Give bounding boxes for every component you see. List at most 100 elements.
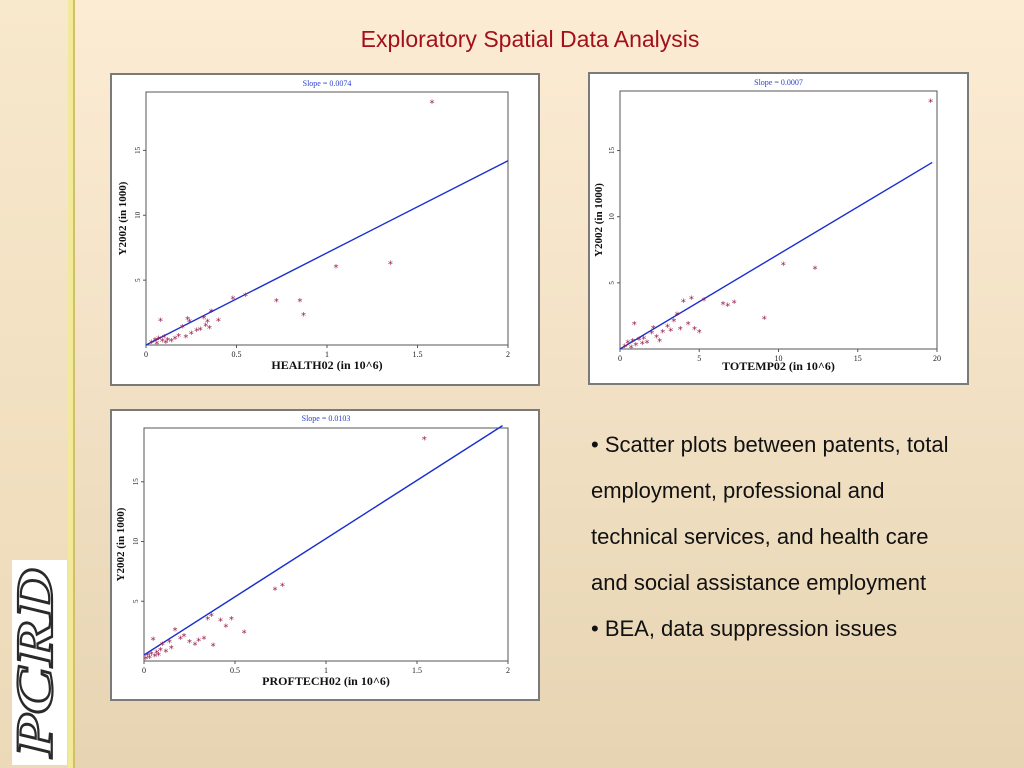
regression-line: [619, 161, 933, 350]
data-point: *: [660, 328, 665, 339]
data-point: *: [671, 317, 676, 328]
data-point: *: [668, 326, 673, 337]
x-tick-label: 20: [933, 354, 941, 363]
bullet-item-scatter-plots: • Scatter plots between patents, total e…: [591, 432, 949, 595]
data-point: *: [732, 299, 737, 310]
data-point: *: [697, 328, 702, 339]
data-point: *: [185, 315, 190, 326]
data-point: *: [229, 615, 234, 626]
data-point: *: [640, 340, 645, 351]
data-point: *: [622, 342, 627, 353]
data-point: *: [194, 327, 199, 338]
logo-lettering: PCRD: [12, 568, 64, 759]
data-point: *: [149, 338, 154, 349]
y-tick-label: 10: [134, 211, 142, 219]
x-tick-label: 1: [324, 666, 328, 675]
plot-frame: [619, 90, 938, 350]
data-point: *: [625, 338, 630, 349]
data-point: *: [169, 337, 174, 348]
data-point: *: [205, 615, 210, 626]
data-point: *: [702, 296, 707, 307]
data-point: *: [202, 634, 207, 645]
data-point: *: [649, 329, 654, 340]
data-point: *: [160, 337, 165, 348]
data-point: *: [223, 622, 228, 633]
x-tick-label: 0: [142, 666, 146, 675]
data-point: *: [205, 318, 210, 329]
data-point: *: [630, 337, 635, 348]
x-tick-label: 15: [854, 354, 862, 363]
data-point: *: [196, 637, 201, 648]
y-axis-label: Y2002 (in 1000): [115, 507, 127, 581]
chart-health-svg: Slope = 0.0074 0 0.5 1 1.5 2 5 10 15 HEALTH02 (in…: [117, 79, 510, 372]
data-point: *: [280, 582, 285, 593]
data-point: *: [641, 334, 646, 345]
data-point: *: [189, 329, 194, 340]
data-point: *: [198, 325, 203, 336]
data-point: *: [654, 333, 659, 344]
x-tick-label: 2: [506, 350, 510, 359]
data-point: *: [180, 323, 185, 334]
slope-label: Slope = 0.0074: [303, 79, 352, 88]
data-point: *: [145, 651, 150, 662]
scatter-chart-totemp: Slope = 0.0007 0 5 10 15 20 5 10 15 TOTEMP02 (in …: [588, 72, 969, 385]
data-point: *: [156, 651, 161, 662]
data-point: *: [675, 311, 680, 322]
y-tick-label: 5: [608, 281, 616, 285]
x-tick-label: 1.5: [412, 666, 422, 675]
plot-frame: [145, 91, 509, 346]
y-tick-label: 15: [608, 147, 616, 155]
x-tick-label: 1: [325, 350, 329, 359]
y-tick-label: 10: [132, 538, 140, 546]
data-point: *: [192, 640, 197, 651]
data-point: *: [629, 344, 634, 355]
data-point: *: [154, 340, 159, 351]
bullet-item-bea: • BEA, data suppression issues: [591, 616, 898, 641]
data-point: *: [388, 259, 393, 270]
x-tick-label: 0: [618, 354, 622, 363]
chart-proftech-svg: Slope = 0.0103 0 0.5 1 1.5 2 5 10 15 PROFTECH02 (…: [115, 414, 510, 688]
data-point: *: [209, 612, 214, 623]
data-point: *: [781, 260, 786, 271]
data-point: *: [297, 297, 302, 308]
plot-frame: [143, 427, 509, 662]
data-point: *: [169, 644, 174, 655]
decor-divider-gold: [73, 0, 75, 768]
data-point: *: [158, 646, 163, 657]
data-point: *: [273, 585, 278, 596]
data-point: *: [153, 336, 158, 347]
data-point: *: [218, 616, 223, 627]
y-axis-label: Y2002 (in 1000): [117, 181, 129, 255]
data-point: *: [143, 655, 148, 666]
y-tick-label: 10: [608, 213, 616, 221]
x-tick-label: 1.5: [413, 350, 423, 359]
data-point: *: [160, 640, 165, 651]
data-point: *: [156, 335, 161, 346]
data-point: *: [725, 301, 730, 312]
data-point: *: [147, 653, 152, 664]
data-point: *: [211, 641, 216, 652]
scatter-chart-health: Slope = 0.0074 0 0.5 1 1.5 2 5 10 15 HEALTH02 (in…: [110, 73, 540, 386]
data-point: *: [201, 314, 206, 325]
data-point: *: [274, 297, 279, 308]
data-point: *: [928, 98, 933, 109]
bullet-list: • Scatter plots between patents, total e…: [591, 422, 971, 652]
data-point: *: [187, 318, 192, 329]
data-point: *: [151, 635, 156, 646]
data-point: *: [216, 316, 221, 327]
data-point: *: [657, 337, 662, 348]
x-axis-label: HEALTH02 (in 10^6): [271, 358, 382, 372]
x-tick-label: 0.5: [232, 350, 242, 359]
y-tick-label: 5: [134, 278, 142, 282]
data-point: *: [686, 320, 691, 331]
y-tick-label: 5: [132, 599, 140, 603]
x-tick-label: 0.5: [230, 666, 240, 675]
data-point: *: [187, 638, 192, 649]
x-tick-label: 5: [697, 354, 701, 363]
data-point: *: [665, 323, 670, 334]
data-point: *: [678, 325, 683, 336]
data-point: *: [165, 336, 170, 347]
y-axis-label: Y2002 (in 1000): [593, 183, 605, 257]
decor-divider: [68, 0, 73, 768]
regression-line: [143, 425, 503, 656]
